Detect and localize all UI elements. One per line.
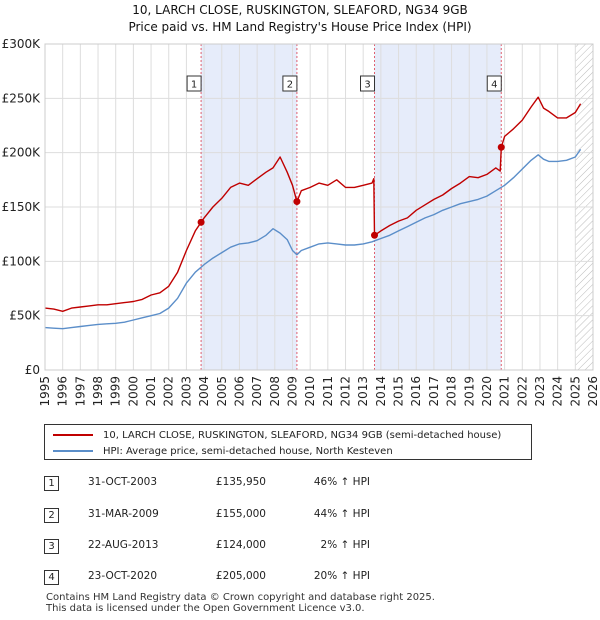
x-tick-label: 2014 bbox=[374, 376, 388, 407]
series-line-hpi bbox=[44, 148, 582, 330]
sale-marker-label: 3 bbox=[364, 80, 370, 91]
x-tick-label: 2009 bbox=[285, 376, 299, 407]
x-tick-label: 2026 bbox=[586, 376, 600, 407]
y-tick-label: £200K bbox=[2, 146, 42, 160]
sale-point bbox=[197, 218, 205, 226]
x-tick-label: 2023 bbox=[533, 376, 547, 407]
x-tick-label: 2022 bbox=[515, 376, 529, 407]
x-tick-label: 1995 bbox=[38, 376, 52, 407]
legend-label-hpi: HPI: Average price, semi-detached house,… bbox=[103, 445, 393, 457]
sale-point bbox=[293, 198, 301, 206]
sale-marker-box bbox=[186, 75, 202, 92]
sale-date: 22-AUG-2013 bbox=[88, 539, 159, 551]
x-tick-label: 2004 bbox=[197, 376, 211, 407]
x-tick-label: 1999 bbox=[109, 376, 123, 407]
series-line-property bbox=[44, 96, 582, 312]
x-tick-label: 2024 bbox=[551, 376, 565, 407]
x-tick-label: 2001 bbox=[144, 376, 158, 407]
legend: 10, LARCH CLOSE, RUSKINGTON, SLEAFORD, N… bbox=[44, 424, 532, 460]
x-tick-label: 1998 bbox=[91, 376, 105, 407]
y-tick-label: £0 bbox=[25, 363, 40, 377]
x-tick-label: 2025 bbox=[568, 376, 582, 407]
y-tick-label: £150K bbox=[2, 200, 42, 214]
sale-marker-label: 2 bbox=[287, 80, 293, 91]
sale-point bbox=[371, 231, 379, 239]
price-chart: 1 2 3 4 £0 £50K £100K £150K £200K £250K £300K 1995… bbox=[2, 37, 600, 407]
sale-hpi-diff: 46% ↑ HPI bbox=[313, 476, 370, 488]
sale-marker-label: 4 bbox=[491, 80, 497, 91]
sale-price: £135,950 bbox=[215, 476, 266, 488]
y-tick-label: £50K bbox=[9, 309, 41, 323]
sale-number: 4 bbox=[44, 570, 59, 585]
x-tick-label: 2008 bbox=[268, 376, 282, 407]
x-tick-label: 2011 bbox=[321, 376, 335, 407]
x-tick-label: 2017 bbox=[427, 376, 441, 407]
sale-price: £205,000 bbox=[215, 570, 266, 582]
plot-frame bbox=[44, 43, 594, 371]
legend-label-property: 10, LARCH CLOSE, RUSKINGTON, SLEAFORD, N… bbox=[103, 429, 502, 441]
legend-swatch-blue bbox=[53, 450, 93, 452]
x-tick-label: 2002 bbox=[162, 376, 176, 407]
sale-marker-box bbox=[282, 75, 298, 92]
legend-item-hpi: HPI: Average price, semi-detached house,… bbox=[53, 443, 393, 459]
x-tick-label: 2013 bbox=[356, 376, 370, 407]
x-tick-label: 2003 bbox=[179, 376, 193, 407]
x-tick-label: 1996 bbox=[56, 376, 70, 407]
sale-number: 1 bbox=[44, 476, 59, 491]
footer-attribution: Contains HM Land Registry data © Crown c… bbox=[46, 592, 435, 614]
sale-hpi-diff: 20% ↑ HPI bbox=[313, 570, 370, 582]
sale-hpi-diff: 2% ↑ HPI bbox=[320, 539, 370, 551]
footer-line-2: This data is licensed under the Open Gov… bbox=[46, 603, 365, 614]
sale-date: 31-OCT-2003 bbox=[88, 476, 157, 488]
y-tick-label: £250K bbox=[2, 91, 42, 105]
chart-title: 10, LARCH CLOSE, RUSKINGTON, SLEAFORD, N… bbox=[132, 3, 468, 17]
sale-price: £155,000 bbox=[215, 508, 266, 520]
sale-date: 23-OCT-2020 bbox=[88, 570, 157, 582]
x-tick-label: 2007 bbox=[250, 376, 264, 407]
x-tick-label: 2000 bbox=[126, 376, 140, 407]
x-tick-label: 2021 bbox=[498, 376, 512, 407]
x-tick-label: 2015 bbox=[392, 376, 406, 407]
sale-marker-box bbox=[360, 75, 376, 92]
x-tick-label: 2019 bbox=[462, 376, 476, 407]
sale-number: 3 bbox=[44, 539, 59, 554]
legend-item-property: 10, LARCH CLOSE, RUSKINGTON, SLEAFORD, N… bbox=[53, 427, 501, 443]
sale-point bbox=[497, 143, 505, 151]
x-tick-label: 2016 bbox=[409, 376, 423, 407]
x-tick-label: 2010 bbox=[303, 376, 317, 407]
sale-date: 31-MAR-2009 bbox=[88, 508, 159, 520]
x-tick-label: 1997 bbox=[73, 376, 87, 407]
x-tick-label: 2006 bbox=[232, 376, 246, 407]
x-tick-label: 2012 bbox=[339, 376, 353, 407]
legend-swatch-red bbox=[53, 434, 93, 436]
chart-subtitle: Price paid vs. HM Land Registry's House … bbox=[128, 20, 472, 34]
sale-price: £124,000 bbox=[215, 539, 266, 551]
x-tick-label: 2005 bbox=[215, 376, 229, 407]
sale-number: 2 bbox=[44, 508, 59, 523]
footer-line-1: Contains HM Land Registry data © Crown c… bbox=[46, 592, 435, 603]
y-tick-label: £100K bbox=[2, 254, 42, 268]
sale-hpi-diff: 44% ↑ HPI bbox=[313, 508, 370, 520]
x-tick-label: 2018 bbox=[445, 376, 459, 407]
x-tick-label: 2020 bbox=[480, 376, 494, 407]
sale-marker-box bbox=[486, 75, 502, 92]
sale-marker-label: 1 bbox=[191, 80, 197, 91]
y-tick-label: £300K bbox=[2, 37, 42, 51]
